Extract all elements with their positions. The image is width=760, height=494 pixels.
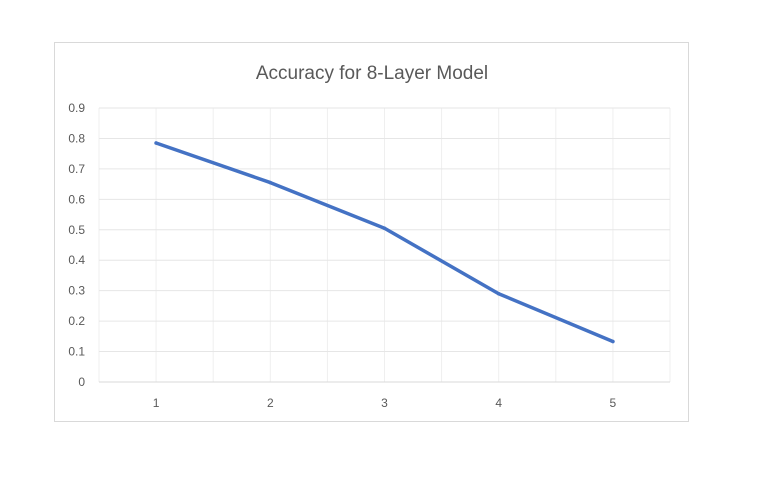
x-tick-label: 5 <box>610 396 617 410</box>
data-point <box>611 339 615 344</box>
y-tick-label: 0.5 <box>68 223 85 237</box>
y-tick-label: 0.9 <box>68 101 85 115</box>
y-tick-label: 0.4 <box>68 253 85 267</box>
chart-area: Accuracy for 8-Layer Model 0 0.1 0.2 0.3 0.4… <box>54 42 689 422</box>
y-tick-label: 0.3 <box>68 284 85 298</box>
x-tick-label: 1 <box>153 396 160 410</box>
y-tick-label: 0.2 <box>68 314 85 328</box>
x-tick-label: 2 <box>267 396 274 410</box>
gridlines <box>98 107 671 383</box>
y-axis-ticks: 0 0.1 0.2 0.3 0.4 0.5 0.6 0.7 0.8 0.9 <box>68 101 85 389</box>
y-tick-label: 0 <box>78 375 85 389</box>
y-tick-label: 0.1 <box>68 345 85 359</box>
data-point <box>154 141 158 145</box>
data-point <box>496 291 501 296</box>
y-tick-label: 0.6 <box>68 192 85 206</box>
data-point <box>268 180 273 185</box>
y-tick-label: 0.7 <box>68 162 85 176</box>
data-point <box>382 226 387 231</box>
x-tick-label: 3 <box>381 396 388 410</box>
x-axis-ticks: 1 2 3 4 5 <box>153 396 617 410</box>
x-tick-label: 4 <box>495 396 502 410</box>
series-layer <box>154 141 615 344</box>
chart-title: Accuracy for 8-Layer Model <box>256 63 488 84</box>
y-tick-label: 0.8 <box>68 131 85 145</box>
